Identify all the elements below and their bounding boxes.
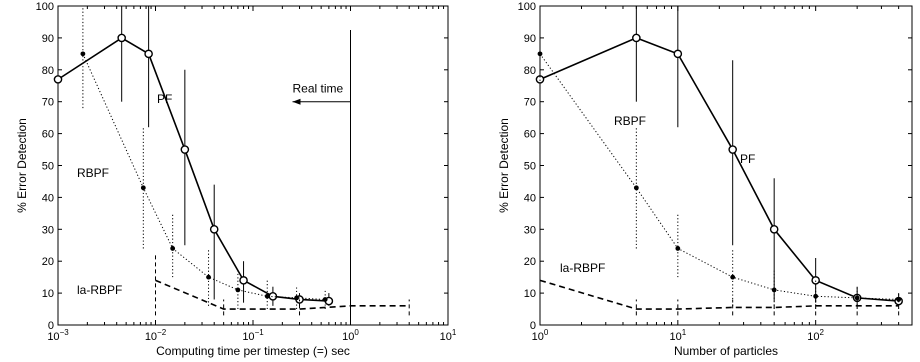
y-tick-label: 0 xyxy=(48,320,54,332)
y-tick-label: 60 xyxy=(524,129,536,141)
data-point xyxy=(140,185,146,191)
data-point xyxy=(632,33,641,43)
data-point xyxy=(144,49,153,59)
y-tick-label: 100 xyxy=(518,1,536,13)
y-axis-title: % Error Detection xyxy=(15,118,29,213)
y-tick-label: 100 xyxy=(36,1,54,13)
data-point xyxy=(239,276,248,285)
x-tick-label: 100 xyxy=(532,328,549,343)
series-label-la-rbpf: la-RBPF xyxy=(77,283,122,297)
y-tick-label: 90 xyxy=(524,33,536,45)
real-time-annotation: Real time xyxy=(292,30,351,325)
data-point xyxy=(535,75,545,84)
data-point xyxy=(854,295,860,301)
y-tick-label: 70 xyxy=(42,97,54,109)
x-axis-title: Computing time per timestep (=) sec xyxy=(156,344,350,358)
y-tick-label: 40 xyxy=(42,192,54,204)
data-point xyxy=(811,276,820,285)
series-line xyxy=(539,279,899,310)
plot-frame xyxy=(539,5,913,326)
x-tick-label: 10−3 xyxy=(47,328,69,343)
series-label-rbpf: RBPF xyxy=(77,166,109,180)
data-point xyxy=(209,224,219,234)
x-tick-label: 10−1 xyxy=(242,328,264,343)
y-tick-label: 90 xyxy=(42,33,54,45)
data-point xyxy=(206,274,211,280)
data-point xyxy=(730,274,736,280)
x-tick-label: 10−2 xyxy=(145,328,167,343)
series-pf xyxy=(53,6,334,306)
x-tick-label: 100 xyxy=(342,328,359,343)
real-time-label: Real time xyxy=(293,82,344,96)
data-point xyxy=(80,51,86,57)
y-tick-label: 50 xyxy=(42,161,54,173)
series-label-rbpf: RBPF xyxy=(614,114,646,128)
chart-panel-2: 0 10 20 30 40 50 60 70 80 90 100 100 101 102 Number of… xyxy=(497,1,913,358)
y-tick-label: 20 xyxy=(42,256,54,268)
y-tick-label: 30 xyxy=(42,224,54,236)
real-time-arrow-head xyxy=(292,98,301,105)
y-tick-label: 60 xyxy=(42,129,54,141)
y-axis-title: % Error Detection xyxy=(497,118,511,213)
data-point xyxy=(537,51,543,57)
series-label-pf: PF xyxy=(157,92,172,106)
data-point xyxy=(264,293,270,299)
data-point xyxy=(673,49,683,59)
y-tick-label: 30 xyxy=(524,224,536,236)
data-point xyxy=(322,297,328,302)
data-point xyxy=(771,287,777,293)
series-la-rbpf xyxy=(539,251,900,316)
series-la-rbpf xyxy=(155,254,410,316)
y-tick-label: 10 xyxy=(524,288,536,300)
x-tick-label: 102 xyxy=(807,328,824,343)
series-line xyxy=(539,53,899,300)
x-axis-title: Number of particles xyxy=(674,344,778,358)
data-point xyxy=(728,145,737,154)
data-point xyxy=(633,185,639,191)
plot-frame xyxy=(57,5,449,326)
y-tick-label: 70 xyxy=(524,97,536,109)
data-point xyxy=(294,295,299,301)
data-point xyxy=(170,246,176,251)
data-point xyxy=(235,287,241,293)
data-point xyxy=(675,246,681,251)
series-line xyxy=(82,53,326,300)
data-point xyxy=(769,224,779,234)
series-rbpf xyxy=(80,6,328,310)
y-tick-label: 40 xyxy=(524,192,536,204)
series-label-pf: PF xyxy=(740,152,755,166)
y-tick-label: 20 xyxy=(524,256,536,268)
data-point xyxy=(180,145,190,154)
chart-panel-1: 0 10 20 30 40 50 60 70 80 90 100 10−3 10−2 10−1 100 101… xyxy=(15,1,457,358)
series-line xyxy=(155,279,410,310)
x-tick-label: 101 xyxy=(669,328,686,343)
data-point xyxy=(53,75,63,84)
series-line xyxy=(539,37,899,302)
y-tick-label: 80 xyxy=(42,65,54,77)
data-point xyxy=(813,293,819,299)
series-label-la-rbpf: la-RBPF xyxy=(560,261,605,275)
x-tick-label: 101 xyxy=(440,328,457,343)
y-tick-label: 0 xyxy=(530,320,536,332)
y-tick-label: 10 xyxy=(42,288,54,300)
y-tick-label: 80 xyxy=(524,65,536,77)
data-point xyxy=(117,33,126,43)
y-tick-label: 50 xyxy=(524,161,536,173)
